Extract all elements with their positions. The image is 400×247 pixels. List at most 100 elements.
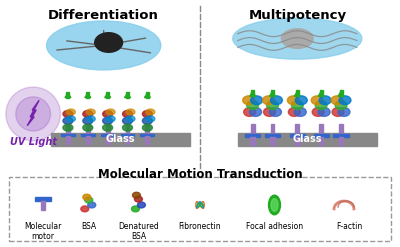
Ellipse shape <box>270 108 282 116</box>
Ellipse shape <box>270 96 282 105</box>
Bar <box>251 124 255 134</box>
Ellipse shape <box>335 101 347 110</box>
Ellipse shape <box>103 124 113 131</box>
Ellipse shape <box>295 96 307 105</box>
Ellipse shape <box>250 108 262 116</box>
Ellipse shape <box>142 110 152 117</box>
Ellipse shape <box>142 124 152 131</box>
Ellipse shape <box>83 110 93 117</box>
Ellipse shape <box>146 109 155 115</box>
Ellipse shape <box>339 96 351 105</box>
Ellipse shape <box>134 196 142 202</box>
Bar <box>319 124 323 134</box>
Polygon shape <box>294 91 300 96</box>
Bar <box>245 134 260 137</box>
Ellipse shape <box>312 108 324 116</box>
Bar <box>106 124 110 134</box>
Bar <box>290 134 305 137</box>
Ellipse shape <box>318 108 330 116</box>
Ellipse shape <box>63 110 73 117</box>
Bar <box>270 124 274 134</box>
Text: Molecular
motor: Molecular motor <box>24 222 62 241</box>
Bar <box>314 134 329 137</box>
Bar <box>81 134 95 136</box>
Bar <box>106 92 109 98</box>
Ellipse shape <box>95 33 122 52</box>
Ellipse shape <box>63 124 73 131</box>
Bar <box>146 92 149 98</box>
Ellipse shape <box>319 96 331 105</box>
Polygon shape <box>318 91 324 96</box>
Ellipse shape <box>233 18 362 59</box>
Bar <box>66 124 70 134</box>
Text: Fibronectin: Fibronectin <box>179 222 221 231</box>
Bar <box>271 90 274 96</box>
Polygon shape <box>85 93 91 98</box>
Text: Differentiation: Differentiation <box>48 9 159 22</box>
Bar <box>101 134 114 136</box>
Polygon shape <box>338 91 344 96</box>
Text: Denatured
BSA: Denatured BSA <box>118 222 159 241</box>
Ellipse shape <box>83 124 93 131</box>
Ellipse shape <box>331 96 343 105</box>
Polygon shape <box>27 100 39 126</box>
Ellipse shape <box>66 109 75 115</box>
Text: Molecular Motion Transduction: Molecular Motion Transduction <box>98 168 302 181</box>
Ellipse shape <box>271 199 278 211</box>
Ellipse shape <box>291 101 303 110</box>
Bar <box>339 137 343 145</box>
Bar <box>66 92 70 98</box>
Text: UV Light: UV Light <box>10 137 57 147</box>
Ellipse shape <box>63 117 73 124</box>
Bar <box>340 90 342 96</box>
Ellipse shape <box>122 124 132 131</box>
Bar <box>270 137 275 145</box>
Bar <box>86 92 89 98</box>
Ellipse shape <box>146 116 155 122</box>
Polygon shape <box>144 93 150 98</box>
Ellipse shape <box>122 117 132 124</box>
Ellipse shape <box>294 108 306 116</box>
Bar <box>295 137 300 145</box>
Ellipse shape <box>244 108 256 116</box>
Ellipse shape <box>83 194 91 200</box>
Ellipse shape <box>315 101 327 110</box>
Bar <box>41 201 46 210</box>
Polygon shape <box>105 93 111 98</box>
Text: Focal adhesion: Focal adhesion <box>246 222 303 231</box>
Bar <box>51 133 190 146</box>
Ellipse shape <box>126 116 135 122</box>
Bar <box>66 136 70 144</box>
Bar <box>140 134 154 136</box>
Bar <box>126 92 129 98</box>
Bar <box>126 136 130 144</box>
Ellipse shape <box>103 117 113 124</box>
Bar <box>145 124 149 134</box>
Polygon shape <box>124 93 130 98</box>
Ellipse shape <box>132 192 140 198</box>
Ellipse shape <box>46 21 161 70</box>
Text: F-actin: F-actin <box>336 222 362 231</box>
Polygon shape <box>250 91 256 96</box>
Bar <box>86 124 90 134</box>
Ellipse shape <box>288 108 300 116</box>
Bar <box>251 90 254 96</box>
Ellipse shape <box>266 101 278 110</box>
Polygon shape <box>65 93 71 98</box>
Bar <box>319 137 323 145</box>
Bar <box>126 124 130 134</box>
Ellipse shape <box>332 108 344 116</box>
Ellipse shape <box>103 110 113 117</box>
Ellipse shape <box>6 87 60 141</box>
Ellipse shape <box>85 197 93 203</box>
Ellipse shape <box>311 96 323 105</box>
Bar <box>339 124 343 134</box>
Text: Multipotency: Multipotency <box>248 9 346 22</box>
Text: BSA: BSA <box>81 222 96 231</box>
Ellipse shape <box>86 116 95 122</box>
Ellipse shape <box>251 96 262 105</box>
Text: Glass: Glass <box>106 134 135 144</box>
Ellipse shape <box>66 116 75 122</box>
Ellipse shape <box>16 97 50 131</box>
Bar <box>35 197 52 201</box>
